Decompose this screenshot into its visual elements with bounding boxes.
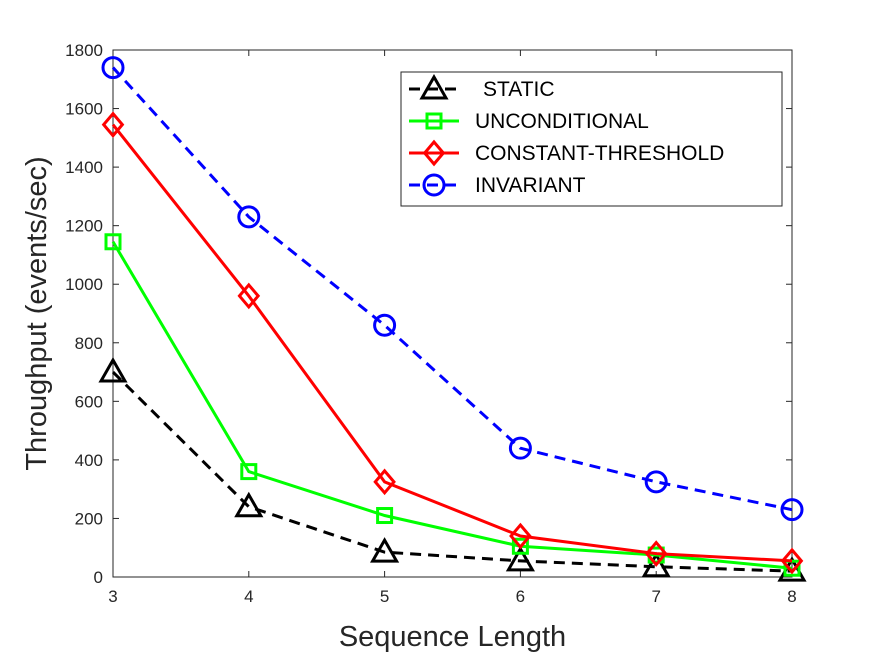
data-point xyxy=(505,545,535,572)
y-axis-title: Throughput (events/sec) xyxy=(21,156,53,470)
legend-marker xyxy=(422,173,446,197)
data-point xyxy=(101,111,125,138)
data-point xyxy=(237,282,261,310)
plot-area: 3 4 5 6 7 8 0 200 400 600 800 1000 1200 1400 1600 1800 xyxy=(65,41,797,606)
data-point xyxy=(780,498,804,522)
data-point xyxy=(641,551,671,578)
data-point xyxy=(373,313,397,337)
legend-label: UNCONDITIONAL xyxy=(475,110,649,133)
series-invariant xyxy=(101,56,804,522)
y-tick-label: 1000 xyxy=(65,275,103,294)
legend-box xyxy=(400,71,783,207)
data-point xyxy=(511,537,529,555)
series-unconditional xyxy=(104,233,801,577)
data-point xyxy=(98,357,128,383)
data-point xyxy=(370,537,400,563)
legend-item: STATIC xyxy=(409,73,555,101)
data-point xyxy=(509,522,532,550)
x-tick-label: 3 xyxy=(108,587,117,606)
legend-item: CONSTANT-THRESHOLD xyxy=(409,139,724,167)
data-point xyxy=(376,507,394,525)
legend-label: CONSTANT-THRESHOLD xyxy=(475,142,724,165)
y-tick-label: 1200 xyxy=(65,217,103,236)
x-axis-title: Sequence Length xyxy=(339,621,566,653)
y-tick-label: 0 xyxy=(94,568,103,587)
x-tick-label: 6 xyxy=(516,587,525,606)
legend-marker xyxy=(422,139,446,167)
legend-marker xyxy=(425,112,443,130)
series-line xyxy=(111,66,793,512)
legend-label: STATIC xyxy=(483,78,555,101)
y-tick-label: 600 xyxy=(75,392,103,411)
series-static xyxy=(98,357,807,582)
legend-item: INVARIANT xyxy=(409,173,586,197)
data-point xyxy=(234,491,264,518)
legend-label: INVARIANT xyxy=(475,174,586,197)
x-tick-label: 8 xyxy=(787,587,796,606)
data-point xyxy=(780,547,804,575)
data-point xyxy=(644,470,668,494)
axes-box xyxy=(112,49,793,578)
series-layer xyxy=(98,56,807,582)
data-point xyxy=(240,463,258,481)
data-point xyxy=(783,559,801,577)
data-point xyxy=(644,540,668,567)
y-tick-label: 400 xyxy=(75,451,103,470)
y-tick-label: 800 xyxy=(75,334,103,353)
x-tick-label: 4 xyxy=(244,587,253,606)
data-point xyxy=(101,56,125,80)
series-constant-threshold xyxy=(101,111,804,575)
series-line xyxy=(111,123,793,563)
y-tick-label: 1400 xyxy=(65,158,103,177)
x-tick-label: 5 xyxy=(380,587,389,606)
legend: STATIC UNCONDITIONAL CONSTANT-THRESHOLD INV… xyxy=(400,71,783,207)
data-point xyxy=(508,436,532,460)
y-tick-label: 1600 xyxy=(65,100,103,119)
x-tick-label: 7 xyxy=(651,587,660,606)
data-point xyxy=(373,468,396,496)
series-line xyxy=(111,241,793,570)
data-point xyxy=(104,233,122,251)
legend-marker xyxy=(419,73,449,100)
data-point xyxy=(237,205,261,229)
y-tick-label: 1800 xyxy=(65,41,103,60)
y-tick-label: 200 xyxy=(75,509,103,528)
series-line xyxy=(111,370,793,573)
legend-item: UNCONDITIONAL xyxy=(409,110,649,133)
